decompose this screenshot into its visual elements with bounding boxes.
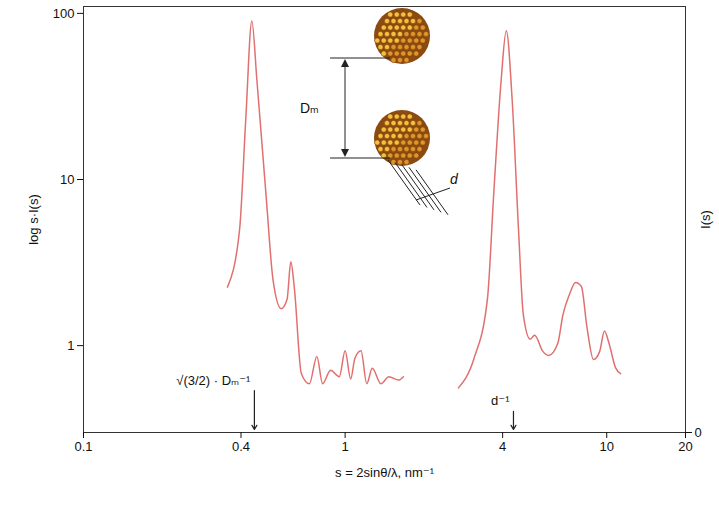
svg-text:10: 10	[600, 439, 614, 454]
svg-text:Dₘ: Dₘ	[300, 100, 319, 116]
svg-text:0.1: 0.1	[74, 439, 92, 454]
svg-text:d⁻¹: d⁻¹	[491, 393, 510, 408]
svg-text:1: 1	[342, 439, 349, 454]
svg-text:10: 10	[60, 172, 74, 187]
svg-text:I(s): I(s)	[698, 210, 713, 229]
svg-text:0.4: 0.4	[232, 439, 250, 454]
svg-text:0: 0	[695, 425, 702, 440]
svg-text:d: d	[450, 171, 459, 187]
svg-text:4: 4	[499, 439, 506, 454]
svg-text:20: 20	[678, 439, 692, 454]
svg-text:log s·I(s): log s·I(s)	[26, 194, 41, 245]
svg-text:s = 2sinθ/λ, nm⁻¹: s = 2sinθ/λ, nm⁻¹	[335, 465, 435, 480]
svg-text:√(3/2) · Dₘ⁻¹: √(3/2) · Dₘ⁻¹	[176, 373, 251, 388]
svg-text:1: 1	[67, 338, 74, 353]
svg-text:100: 100	[53, 6, 75, 21]
